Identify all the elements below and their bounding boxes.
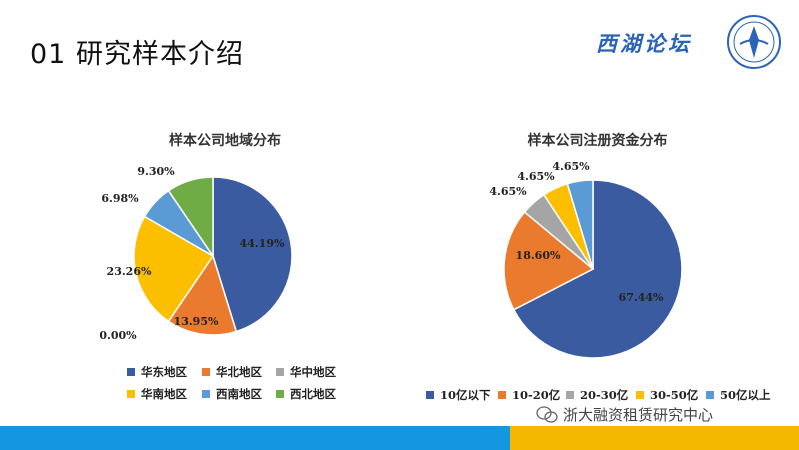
watermark: 浙大融资租赁研究中心 [536, 404, 713, 425]
legend-swatch [566, 391, 574, 399]
data-label-1: 18.60% [516, 249, 561, 262]
forum-logo-text: 西湖论坛 [596, 31, 692, 56]
legend-item-0: 10亿以下 [426, 387, 491, 403]
data-label-3: 23.26% [107, 265, 152, 278]
wechat-icon [536, 405, 558, 423]
legend-swatch [706, 391, 714, 399]
legend-item-4: 50亿以上 [706, 387, 771, 403]
legend-swatch [498, 391, 506, 399]
legend-item-3: 华南地区 [127, 386, 187, 402]
pie-slice-3 [133, 215, 215, 323]
legend-item-1: 10-20亿 [498, 387, 560, 403]
pie-slice-1 [167, 254, 238, 336]
data-label-2: 0.00% [99, 329, 137, 342]
chart-capital-distribution: 样本公司注册资金分布 67.44% 18.60% 4.65% 4.65% 4.65% 1… [420, 125, 775, 415]
legend-item-5: 西北地区 [276, 386, 336, 402]
legend-item-2: 20-30亿 [566, 387, 628, 403]
data-label-0: 44.19% [240, 237, 285, 250]
data-label-4: 4.65% [552, 160, 590, 173]
watermark-text: 浙大融资租赁研究中心 [563, 406, 714, 424]
footer-bar-yellow [510, 426, 799, 450]
legend-label: 50亿以上 [720, 388, 771, 402]
legend-label: 华北地区 [216, 365, 262, 379]
data-label-2: 4.65% [489, 185, 527, 198]
legend-item-0: 华东地区 [127, 364, 187, 380]
data-label-0: 67.44% [619, 291, 664, 304]
university-seal-icon [727, 15, 781, 69]
data-label-4: 6.98% [101, 192, 139, 205]
legend-label: 华南地区 [141, 387, 187, 401]
legend-item-1: 华北地区 [202, 364, 262, 380]
footer-bar-blue [0, 426, 510, 450]
legend-item-3: 30-50亿 [636, 387, 698, 403]
legend-item-4: 西南地区 [202, 386, 262, 402]
legend-swatch [202, 390, 210, 398]
chart-legend: 10亿以下 10-20亿 20-30亿 30-50亿 50亿以上 [420, 383, 775, 407]
legend-label: 10-20亿 [512, 388, 561, 402]
slide-title: 01 研究样本介绍 [30, 39, 244, 70]
legend-label: 20-30亿 [580, 388, 629, 402]
pie-chart: 67.44%18.60%4.65%4.65%4.65% [489, 160, 683, 359]
legend-swatch [127, 390, 135, 398]
legend-swatch [127, 368, 135, 376]
legend-label: 10亿以下 [440, 388, 491, 402]
pie-slice-4 [566, 179, 594, 270]
pie-chart: 44.19% 13.95% 0.00% 23.26% 6.98% 9.30% [99, 165, 293, 342]
pie-slice-5 [167, 176, 214, 259]
legend-label: 西北地区 [290, 387, 336, 401]
legend-swatch [276, 368, 284, 376]
chart-legend: 华东地区 华北地区 华中地区华南地区 西南地区 西北地区 [95, 360, 355, 410]
slide-header: 01 研究样本介绍 西湖论坛 [0, 0, 799, 80]
legend-swatch [636, 391, 644, 399]
pie-slice-0 [212, 176, 293, 333]
legend-swatch [202, 368, 210, 376]
chart-title: 样本公司地域分布 [169, 133, 281, 149]
data-label-5: 9.30% [137, 165, 175, 178]
legend-label: 30-50亿 [650, 388, 699, 402]
legend-swatch [426, 391, 434, 399]
chart-region-distribution: 样本公司地域分布 44.19% 13.95% 0.00% 23.26% 6.98% 9.3… [95, 125, 355, 415]
pie-slice-0 [512, 179, 683, 359]
legend-label: 华中地区 [290, 365, 336, 379]
data-label-3: 4.65% [517, 170, 555, 183]
legend-label: 华东地区 [141, 365, 187, 379]
data-label-1: 13.95% [174, 315, 219, 328]
legend-swatch [276, 390, 284, 398]
pie-slice-1 [503, 211, 595, 311]
legend-item-2: 华中地区 [276, 364, 336, 380]
legend-label: 西南地区 [216, 387, 262, 401]
chart-title: 样本公司注册资金分布 [527, 133, 668, 149]
